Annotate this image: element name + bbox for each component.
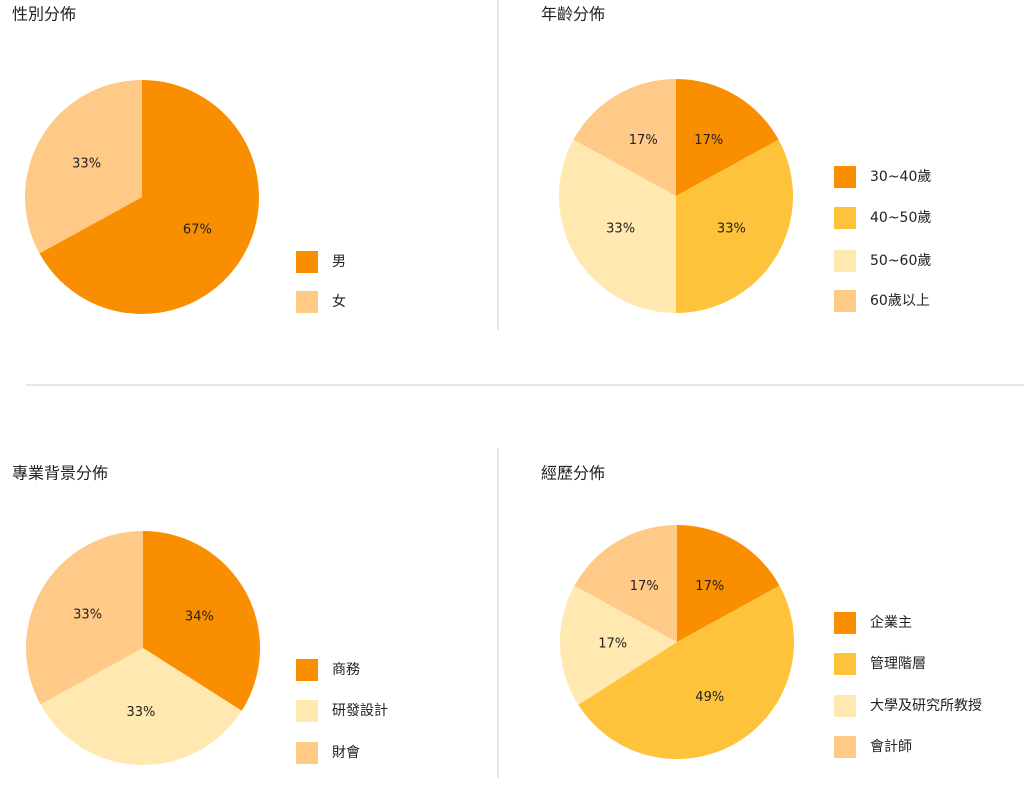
pie-slice bbox=[40, 648, 242, 765]
legend-label: 60歲以上 bbox=[870, 293, 930, 309]
data-label: 34% bbox=[185, 609, 214, 624]
legend-swatch bbox=[834, 612, 856, 634]
legend-swatch bbox=[296, 742, 318, 764]
data-label: 17% bbox=[694, 133, 723, 148]
legend-swatch bbox=[834, 736, 856, 758]
pie-slice bbox=[677, 525, 780, 642]
legend-label: 管理階層 bbox=[870, 656, 926, 672]
legend-label: 30~40歲 bbox=[870, 169, 931, 185]
pie-slice bbox=[143, 531, 260, 711]
data-label: 33% bbox=[73, 608, 102, 623]
legend-label: 40~50歲 bbox=[870, 210, 931, 226]
data-label: 17% bbox=[598, 637, 627, 652]
legend-swatch bbox=[834, 695, 856, 717]
legend-swatch bbox=[834, 290, 856, 312]
pie-slice bbox=[578, 585, 795, 760]
legend-label: 會計師 bbox=[870, 739, 912, 755]
chart-title: 性別分佈 bbox=[12, 5, 76, 24]
data-label: 33% bbox=[127, 705, 156, 720]
data-label: 67% bbox=[183, 222, 212, 237]
chart-title: 經歷分佈 bbox=[541, 464, 605, 483]
legend-swatch bbox=[834, 166, 856, 188]
legend-label: 商務 bbox=[332, 662, 360, 678]
data-label: 33% bbox=[717, 221, 746, 236]
legend-label: 50~60歲 bbox=[870, 253, 931, 269]
pie-slice bbox=[25, 531, 143, 705]
data-label: 33% bbox=[606, 221, 635, 236]
legend-swatch bbox=[296, 251, 318, 273]
chart-title: 專業背景分佈 bbox=[12, 464, 108, 483]
data-label: 17% bbox=[630, 579, 659, 594]
legend-swatch bbox=[296, 659, 318, 681]
legend-label: 研發設計 bbox=[332, 703, 388, 719]
pie-slice bbox=[560, 585, 677, 705]
legend-swatch bbox=[834, 207, 856, 229]
data-label: 17% bbox=[629, 133, 658, 148]
legend-label: 財會 bbox=[332, 745, 360, 761]
legend-label: 女 bbox=[332, 293, 346, 310]
pie-slice bbox=[24, 80, 143, 254]
legend-label: 男 bbox=[332, 254, 346, 270]
legend-swatch bbox=[834, 653, 856, 675]
legend-swatch bbox=[296, 291, 318, 313]
pie-slice bbox=[39, 80, 259, 314]
pie-slice bbox=[574, 525, 677, 642]
legend-label: 企業主 bbox=[870, 614, 912, 631]
chart-title: 年齡分佈 bbox=[541, 5, 605, 24]
data-label: 33% bbox=[72, 157, 101, 172]
legend-label: 大學及研究所教授 bbox=[870, 698, 982, 714]
data-label: 49% bbox=[695, 690, 724, 705]
pie-slice bbox=[558, 139, 676, 313]
legend-swatch bbox=[834, 250, 856, 272]
pie-slice bbox=[676, 79, 779, 196]
data-label: 17% bbox=[695, 579, 724, 594]
legend-swatch bbox=[296, 700, 318, 722]
pie-slice bbox=[573, 79, 676, 196]
pie-slice bbox=[676, 139, 793, 313]
